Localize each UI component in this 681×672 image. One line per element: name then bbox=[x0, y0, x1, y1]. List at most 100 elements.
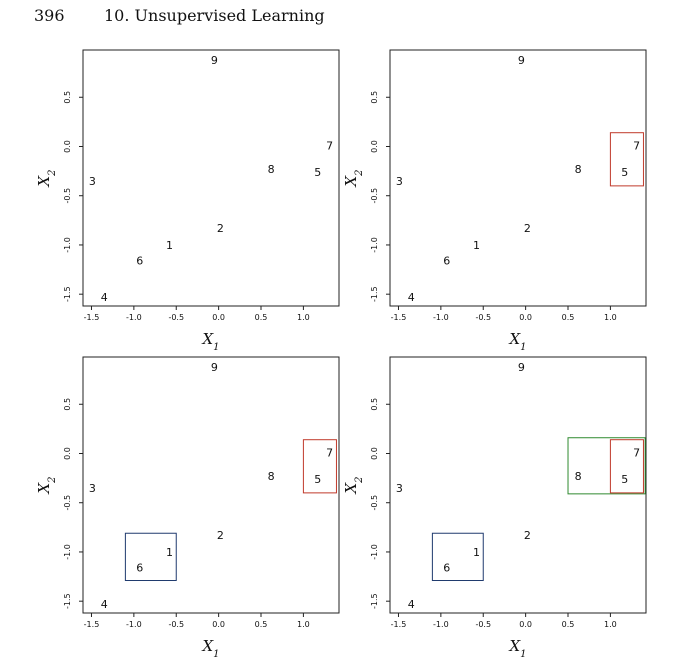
y-tick-label: -0.5 bbox=[63, 188, 72, 204]
y-tick-label: -1.5 bbox=[370, 286, 379, 302]
point-label-7: 7 bbox=[326, 447, 333, 460]
point-label-8: 8 bbox=[268, 163, 275, 176]
point-label-1: 1 bbox=[166, 546, 173, 559]
point-label-3: 3 bbox=[396, 175, 403, 188]
y-axis-title: X2 bbox=[342, 169, 365, 187]
x-tick-label: 0.5 bbox=[562, 620, 575, 629]
point-label-7: 7 bbox=[633, 447, 640, 460]
y-tick-label: -1.5 bbox=[370, 593, 379, 609]
plot-frame bbox=[389, 49, 647, 307]
y-tick-label: -1.5 bbox=[63, 593, 72, 609]
y-tick-label: 0.5 bbox=[63, 91, 72, 104]
x-tick-label: -0.5 bbox=[168, 313, 184, 322]
y-axis-title-subscript: 2 bbox=[354, 476, 365, 483]
page-number: 396 bbox=[34, 6, 65, 25]
x-axis-title: X1 bbox=[201, 637, 219, 660]
point-label-6: 6 bbox=[443, 255, 450, 268]
y-axis-title: X2 bbox=[35, 169, 58, 187]
x-tick-label: 0.0 bbox=[212, 620, 225, 629]
x-tick-label: 1.0 bbox=[604, 620, 617, 629]
x-axis-title-subscript: 1 bbox=[213, 649, 219, 660]
plot-frame bbox=[389, 356, 647, 614]
x-tick-label: 1.0 bbox=[297, 620, 310, 629]
y-tick-label: 0.0 bbox=[370, 140, 379, 153]
point-label-9: 9 bbox=[518, 54, 525, 67]
x-axis-title: X1 bbox=[508, 330, 526, 353]
y-tick-label: -1.0 bbox=[370, 237, 379, 253]
point-label-3: 3 bbox=[396, 482, 403, 495]
y-axis-title: X2 bbox=[342, 476, 365, 494]
point-label-4: 4 bbox=[101, 291, 108, 304]
cluster-box-1 bbox=[567, 437, 646, 495]
x-tick-label: 1.0 bbox=[297, 313, 310, 322]
panel-2: -1.5 -1.0 -0.5 0.0 0.5 1.0 -1.5 -1.0 -0.5 0.0 0.5 X… bbox=[342, 49, 647, 353]
y-axis-title-subscript: 2 bbox=[47, 169, 58, 176]
x-axis-title-subscript: 1 bbox=[213, 342, 219, 353]
panel-1: -1.5 -1.0 -0.5 0.0 0.5 1.0 -1.5 -1.0 -0.5 0.0 0.5 X… bbox=[35, 49, 340, 353]
y-axis-title-subscript: 2 bbox=[47, 476, 58, 483]
point-label-7: 7 bbox=[633, 140, 640, 153]
point-label-6: 6 bbox=[136, 562, 143, 575]
x-tick-label: 0.0 bbox=[519, 313, 532, 322]
x-tick-label: 1.0 bbox=[604, 313, 617, 322]
x-tick-label: -1.0 bbox=[126, 620, 142, 629]
point-label-8: 8 bbox=[268, 470, 275, 483]
x-tick-label: -0.5 bbox=[475, 620, 491, 629]
point-label-2: 2 bbox=[217, 222, 224, 235]
x-tick-label: 0.5 bbox=[255, 620, 268, 629]
y-tick-label: -1.0 bbox=[63, 237, 72, 253]
cluster-box-1 bbox=[302, 439, 337, 494]
point-label-2: 2 bbox=[524, 222, 531, 235]
page-header: 396 10. Unsupervised Learning bbox=[34, 6, 654, 28]
point-label-1: 1 bbox=[166, 239, 173, 252]
point-label-8: 8 bbox=[575, 163, 582, 176]
x-tick-label: -1.0 bbox=[433, 620, 449, 629]
point-label-8: 8 bbox=[575, 470, 582, 483]
cluster-box-3 bbox=[431, 532, 484, 582]
point-label-9: 9 bbox=[518, 361, 525, 374]
y-tick-label: -1.5 bbox=[63, 286, 72, 302]
x-tick-label: -1.0 bbox=[433, 313, 449, 322]
x-tick-label: -1.5 bbox=[391, 313, 407, 322]
point-label-9: 9 bbox=[211, 54, 218, 67]
x-tick-label: -1.0 bbox=[126, 313, 142, 322]
y-axis-title: X2 bbox=[35, 476, 58, 494]
x-tick-label: 0.0 bbox=[212, 313, 225, 322]
y-tick-label: -1.0 bbox=[63, 544, 72, 560]
x-axis-title: X1 bbox=[508, 637, 526, 660]
y-tick-label: -0.5 bbox=[370, 495, 379, 511]
point-label-7: 7 bbox=[326, 140, 333, 153]
chapter-title: 10. Unsupervised Learning bbox=[104, 6, 325, 25]
point-label-4: 4 bbox=[408, 291, 415, 304]
y-tick-label: 0.0 bbox=[63, 447, 72, 460]
y-tick-label: -0.5 bbox=[370, 188, 379, 204]
x-tick-label: -1.5 bbox=[391, 620, 407, 629]
y-tick-label: 0.5 bbox=[370, 91, 379, 104]
y-tick-label: 0.0 bbox=[370, 447, 379, 460]
cluster-box-2 bbox=[609, 439, 644, 494]
x-tick-label: -1.5 bbox=[84, 620, 100, 629]
point-label-3: 3 bbox=[89, 482, 96, 495]
y-tick-label: 0.5 bbox=[63, 398, 72, 411]
x-tick-label: -1.5 bbox=[84, 313, 100, 322]
point-label-9: 9 bbox=[211, 361, 218, 374]
x-tick-label: 0.0 bbox=[519, 620, 532, 629]
y-axis-title-subscript: 2 bbox=[354, 169, 365, 176]
point-label-5: 5 bbox=[621, 473, 628, 486]
x-axis-title-subscript: 1 bbox=[520, 649, 526, 660]
point-label-5: 5 bbox=[621, 166, 628, 179]
point-label-3: 3 bbox=[89, 175, 96, 188]
y-tick-label: 0.5 bbox=[370, 398, 379, 411]
point-label-2: 2 bbox=[524, 529, 531, 542]
panel-4: -1.5 -1.0 -0.5 0.0 0.5 1.0 -1.5 -1.0 -0.5 0.0 0.5 X… bbox=[342, 356, 647, 660]
panel-3: -1.5 -1.0 -0.5 0.0 0.5 1.0 -1.5 -1.0 -0.5 0.0 0.5 X… bbox=[35, 356, 340, 660]
x-axis-title-subscript: 1 bbox=[520, 342, 526, 353]
x-tick-label: -0.5 bbox=[475, 313, 491, 322]
point-label-4: 4 bbox=[408, 598, 415, 611]
x-axis-title: X1 bbox=[201, 330, 219, 353]
point-label-5: 5 bbox=[314, 473, 321, 486]
x-tick-label: 0.5 bbox=[562, 313, 575, 322]
point-label-5: 5 bbox=[314, 166, 321, 179]
cluster-box-2 bbox=[124, 532, 177, 582]
